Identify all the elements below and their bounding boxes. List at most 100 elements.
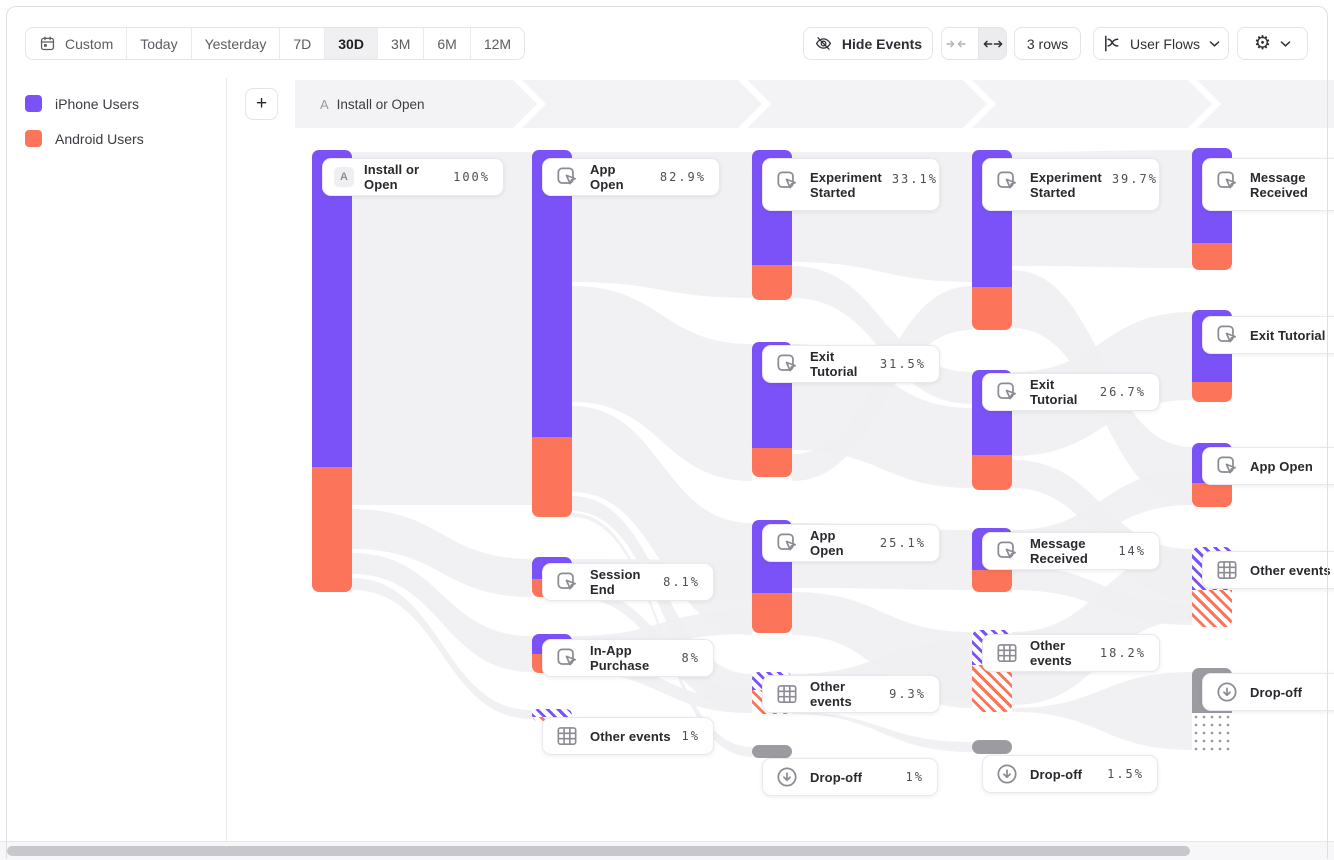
- event-cursor-icon: [1214, 168, 1240, 194]
- node-card-drop-off[interactable]: Drop-off: [1202, 673, 1334, 711]
- bar-segment-android: [532, 437, 572, 517]
- date-range-custom[interactable]: Custom: [26, 28, 126, 59]
- node-card-experiment-started[interactable]: Experiment Started 33.1%: [762, 158, 940, 211]
- node-card-install-or-open[interactable]: A Install or Open 100%: [322, 158, 504, 196]
- node-value: 26.7%: [1099, 385, 1146, 399]
- add-step-button[interactable]: +: [245, 88, 278, 120]
- user-flows-icon: [1102, 34, 1121, 53]
- sankey-bar-drop-off: [752, 745, 792, 758]
- sankey-link: [352, 553, 532, 672]
- node-card-exit-tutorial[interactable]: Exit Tutorial: [1202, 316, 1334, 354]
- event-cursor-icon: [994, 168, 1020, 194]
- step-text: Install or Open: [336, 96, 425, 112]
- sankey-bar-exit-tutorial: [972, 370, 1012, 490]
- date-range-label: 3M: [390, 35, 411, 52]
- bar-segment-android: [752, 593, 792, 633]
- date-range-7d[interactable]: 7D: [279, 28, 324, 59]
- node-value: 1%: [905, 770, 924, 784]
- bar-segment-android: [752, 265, 792, 300]
- node-card-message-received[interactable]: Message Received: [1202, 158, 1334, 211]
- node-value: 1.5%: [1107, 767, 1144, 781]
- node-card-other-events[interactable]: Other events 9.3%: [762, 675, 940, 713]
- bar-segment-dropoff-fade: [1192, 713, 1232, 755]
- node-label: App Open: [810, 528, 844, 558]
- node-card-exit-tutorial[interactable]: Exit Tutorial 26.7%: [982, 373, 1160, 411]
- date-range-30d[interactable]: 30D: [324, 28, 377, 59]
- bar-segment-android: [1192, 483, 1232, 507]
- flow-step-label[interactable]: A Install or Open: [320, 80, 424, 128]
- node-card-experiment-started[interactable]: Experiment Started 39.7%: [982, 158, 1160, 211]
- node-value: 1%: [681, 729, 700, 743]
- date-range-12m[interactable]: 12M: [469, 28, 524, 59]
- bar-segment-android: [972, 287, 1012, 330]
- date-range-6m[interactable]: 6M: [423, 28, 469, 59]
- node-label: Message Received: [1030, 536, 1088, 566]
- grid-icon: [774, 681, 800, 707]
- legend-item-android-users[interactable]: Android Users: [25, 130, 144, 147]
- node-label: Message Received: [1250, 170, 1308, 200]
- node-value: 18.2%: [1099, 646, 1146, 660]
- settings-button[interactable]: ⚙: [1237, 27, 1308, 60]
- date-range-3m[interactable]: 3M: [376, 28, 423, 59]
- flow-step-segment-4[interactable]: [972, 80, 1212, 128]
- horizontal-scrollbar[interactable]: [0, 841, 1334, 860]
- rows-button[interactable]: 3 rows: [1014, 27, 1081, 60]
- node-card-other-events[interactable]: Other events 18.2%: [982, 634, 1160, 672]
- node-label: Install or Open: [364, 162, 420, 192]
- legend-item-iphone-users[interactable]: iPhone Users: [25, 95, 139, 112]
- view-selector-button[interactable]: User Flows: [1093, 27, 1229, 60]
- date-range-today[interactable]: Today: [126, 28, 190, 59]
- legend-label: iPhone Users: [55, 95, 140, 112]
- view-selector-label: User Flows: [1129, 35, 1200, 52]
- node-label: Drop-off: [1250, 684, 1303, 700]
- node-card-in-app-purchase[interactable]: In-App Purchase 8%: [542, 639, 714, 677]
- node-label: Other events: [810, 679, 852, 709]
- bar-segment-dropoff: [752, 745, 792, 758]
- node-label: Experiment Started: [810, 170, 882, 200]
- sankey-link: [1012, 672, 1192, 750]
- node-card-session-end[interactable]: Session End 8.1%: [542, 563, 714, 601]
- sankey-link: [792, 286, 972, 481]
- node-card-drop-off[interactable]: Drop-off 1%: [762, 758, 938, 796]
- date-range-label: Yesterday: [204, 35, 267, 52]
- expand-icon: [983, 40, 1002, 47]
- expand-columns-button[interactable]: [978, 28, 1006, 59]
- node-card-other-events[interactable]: Other events: [1202, 551, 1334, 589]
- flow-step-segment-2[interactable]: [522, 80, 762, 128]
- node-label: Session End: [590, 567, 641, 597]
- scrollbar-thumb[interactable]: [7, 846, 1190, 856]
- legend-label: Android Users: [55, 130, 144, 147]
- event-cursor-icon: [1214, 453, 1240, 479]
- node-value: 82.9%: [659, 170, 706, 184]
- node-value: 25.1%: [879, 536, 926, 550]
- node-card-app-open[interactable]: App Open: [1202, 447, 1334, 485]
- node-card-other-events[interactable]: Other events 1%: [542, 717, 714, 755]
- bar-segment-iphone: [532, 150, 572, 437]
- hide-events-button[interactable]: Hide Events: [803, 27, 933, 60]
- node-label: In-App Purchase: [590, 643, 650, 673]
- node-label: Exit Tutorial: [810, 349, 858, 379]
- chevron-down-icon: [1280, 40, 1291, 48]
- dropoff-arrow-icon: [994, 761, 1020, 787]
- collapse-icon: [945, 40, 966, 47]
- node-label: Drop-off: [810, 769, 863, 785]
- node-card-message-received[interactable]: Message Received 14%: [982, 532, 1160, 570]
- node-value: 8%: [681, 651, 700, 665]
- bar-segment-iphone: [312, 150, 352, 467]
- bar-segment-android-hatched: [972, 665, 1012, 712]
- flow-step-segment-5[interactable]: [1197, 80, 1334, 128]
- date-range-yesterday[interactable]: Yesterday: [190, 28, 280, 59]
- sankey-link: [1012, 566, 1192, 625]
- node-card-app-open[interactable]: App Open 82.9%: [542, 158, 720, 196]
- bar-segment-android: [1192, 243, 1232, 270]
- node-card-exit-tutorial[interactable]: Exit Tutorial 31.5%: [762, 345, 940, 383]
- node-card-app-open[interactable]: App Open 25.1%: [762, 524, 940, 562]
- date-range-label: Today: [140, 35, 178, 52]
- grid-icon: [1214, 557, 1240, 583]
- grid-icon: [994, 640, 1020, 666]
- node-card-drop-off[interactable]: Drop-off 1.5%: [982, 755, 1158, 793]
- chevron-down-icon: [1209, 40, 1220, 48]
- grid-icon: [554, 723, 580, 749]
- flow-step-segment-3[interactable]: [747, 80, 987, 128]
- collapse-columns-button[interactable]: [942, 28, 969, 59]
